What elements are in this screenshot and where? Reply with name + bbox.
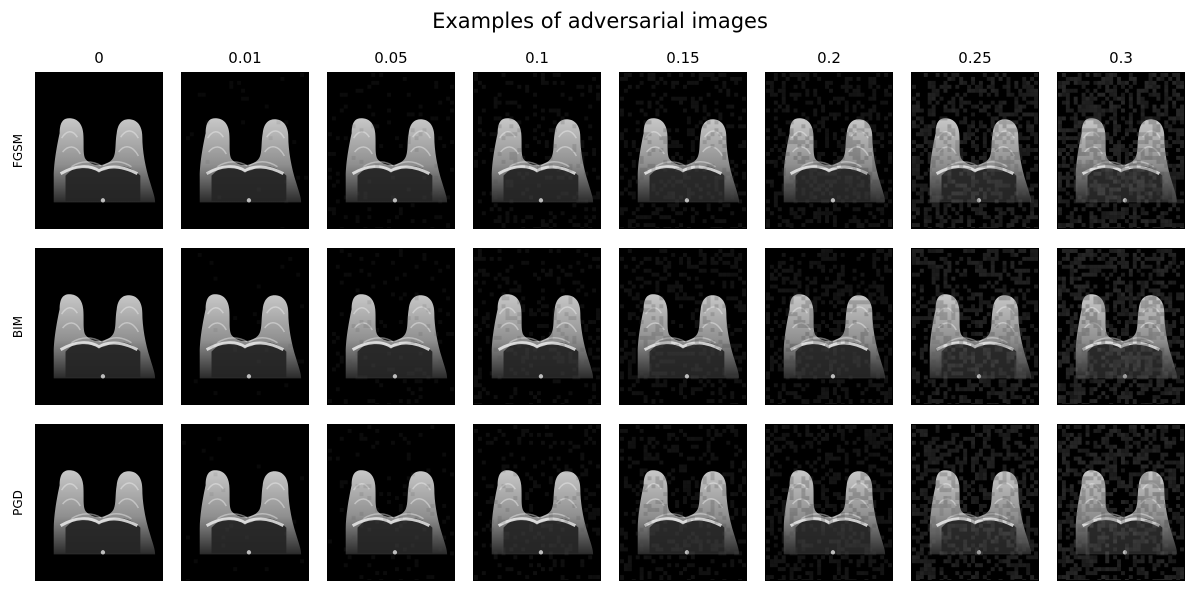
image-panel — [35, 248, 163, 405]
image-panel — [35, 424, 163, 581]
mri-image — [182, 73, 308, 228]
image-panel — [181, 424, 309, 581]
column-label: 0.25 — [958, 49, 992, 67]
image-panel — [1057, 248, 1185, 405]
mri-image — [1058, 425, 1184, 580]
column-label: 0.01 — [228, 49, 262, 67]
figure-title: Examples of adversarial images — [432, 9, 768, 33]
mri-image — [182, 425, 308, 580]
mri-image — [620, 73, 746, 228]
image-panel — [181, 248, 309, 405]
mri-image — [620, 425, 746, 580]
image-panel — [327, 72, 455, 229]
image-panel — [1057, 424, 1185, 581]
mri-image — [474, 249, 600, 404]
image-panel — [619, 248, 747, 405]
mri-image — [328, 73, 454, 228]
image-panel — [619, 72, 747, 229]
mri-image — [1058, 73, 1184, 228]
row-label: FGSM — [6, 72, 30, 229]
mri-image — [36, 425, 162, 580]
image-panel — [1057, 72, 1185, 229]
row-label: PGD — [6, 424, 30, 581]
mri-image — [766, 249, 892, 404]
image-panel — [473, 72, 601, 229]
mri-image — [36, 249, 162, 404]
column-label: 0.05 — [374, 49, 408, 67]
row-label-text: FGSM — [11, 133, 26, 168]
image-panel — [765, 72, 893, 229]
row-label-text: BIM — [11, 315, 25, 338]
mri-image — [474, 425, 600, 580]
mri-image — [182, 249, 308, 404]
mri-image — [912, 249, 1038, 404]
column-label: 0.1 — [525, 49, 549, 67]
mri-image — [1058, 249, 1184, 404]
image-panel — [327, 424, 455, 581]
mri-image — [328, 249, 454, 404]
image-panel — [911, 424, 1039, 581]
column-label: 0.3 — [1109, 49, 1133, 67]
column-label: 0 — [94, 49, 104, 67]
mri-image — [766, 425, 892, 580]
column-label: 0.2 — [817, 49, 841, 67]
mri-image — [36, 73, 162, 228]
row-label-text: PGD — [11, 489, 25, 516]
mri-image — [474, 73, 600, 228]
image-panel — [619, 424, 747, 581]
row-label: BIM — [6, 248, 30, 405]
mri-image — [912, 73, 1038, 228]
image-panel — [911, 248, 1039, 405]
mri-image — [912, 425, 1038, 580]
mri-image — [766, 73, 892, 228]
mri-image — [620, 249, 746, 404]
image-panel — [911, 72, 1039, 229]
column-label: 0.15 — [666, 49, 700, 67]
image-panel — [327, 248, 455, 405]
image-panel — [35, 72, 163, 229]
image-panel — [765, 424, 893, 581]
mri-image — [328, 425, 454, 580]
image-panel — [765, 248, 893, 405]
image-panel — [473, 424, 601, 581]
image-panel — [473, 248, 601, 405]
image-panel — [181, 72, 309, 229]
